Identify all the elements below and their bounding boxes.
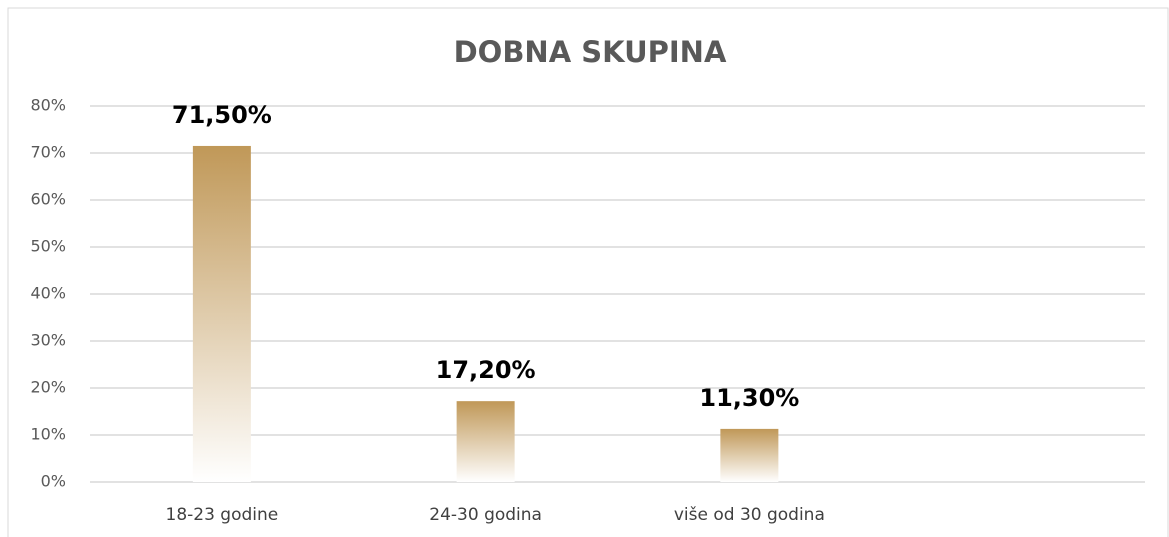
- x-tick-label: 18-23 godine: [166, 505, 279, 525]
- y-tick-label: 20%: [30, 378, 66, 397]
- y-tick-label: 50%: [30, 237, 66, 256]
- y-tick-label: 80%: [30, 96, 66, 115]
- bar: [720, 428, 779, 482]
- chart-title: DOBNA SKUPINA: [454, 35, 727, 69]
- y-tick-label: 70%: [30, 143, 66, 162]
- bar: [192, 145, 251, 482]
- y-tick-label: 60%: [30, 190, 66, 209]
- x-tick-label: više od 30 godina: [674, 505, 825, 525]
- data-label: 11,30%: [699, 384, 799, 412]
- y-tick-label: 10%: [30, 425, 66, 444]
- data-label: 71,50%: [172, 101, 272, 129]
- y-tick-label: 40%: [30, 284, 66, 303]
- x-tick-label: 24-30 godina: [429, 505, 542, 525]
- bar: [456, 401, 515, 482]
- y-tick-label: 30%: [30, 331, 66, 350]
- data-label: 17,20%: [436, 356, 536, 384]
- chart-frame: [7, 7, 1169, 537]
- y-tick-label: 0%: [41, 472, 66, 491]
